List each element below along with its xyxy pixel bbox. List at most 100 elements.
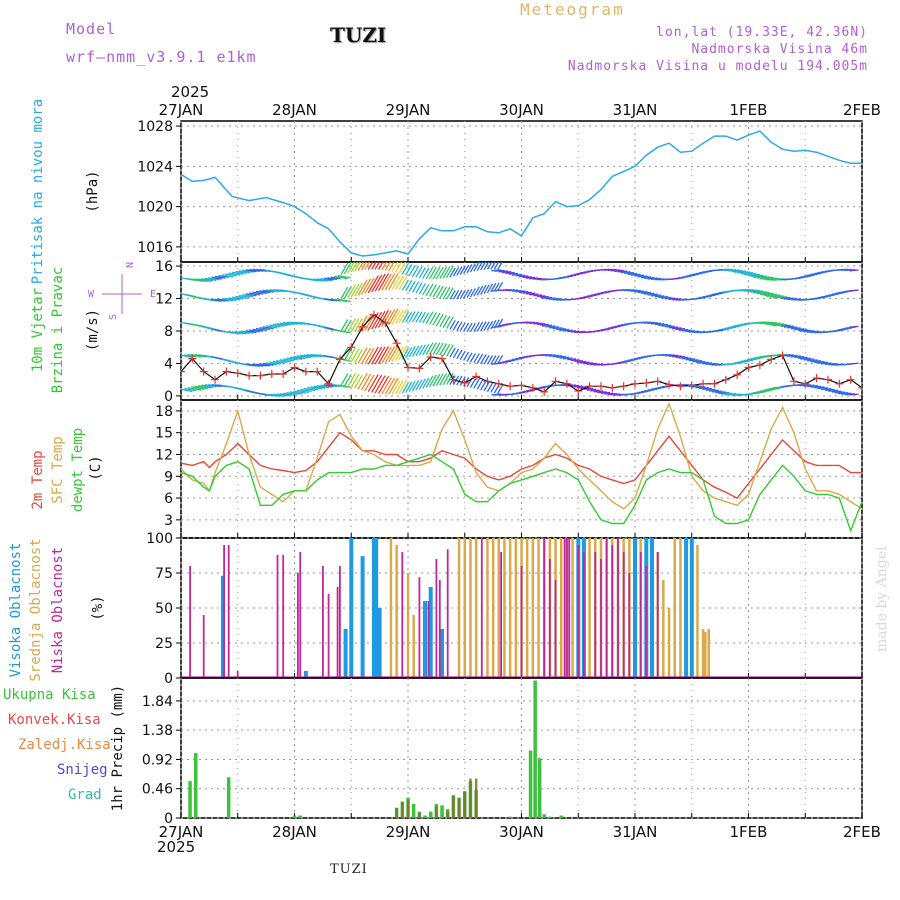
x-tick-label-bottom: 1FEB xyxy=(730,823,768,841)
wind-gust-marker xyxy=(699,379,708,388)
wind-barb xyxy=(364,262,371,271)
wind-barb xyxy=(508,272,519,275)
wind-barb xyxy=(252,291,264,295)
wind-gust-marker xyxy=(812,374,821,383)
wind-barb xyxy=(425,283,434,297)
wind-barb xyxy=(235,270,247,275)
wind-barb xyxy=(747,273,760,277)
wind-barb xyxy=(548,326,560,329)
wind-barb xyxy=(583,387,594,390)
wind-barb xyxy=(525,292,536,295)
wind-barb xyxy=(688,384,699,388)
y-tick-label: 75 xyxy=(155,566,173,582)
wind-barb xyxy=(228,297,241,301)
wind-barb xyxy=(511,289,522,292)
wind-barb xyxy=(231,296,244,300)
cloud-low-bar xyxy=(622,552,625,678)
wind-barb xyxy=(800,329,811,332)
y-tick-label: 0 xyxy=(164,671,173,687)
y-axis-label: 10m Vjetar xyxy=(30,288,46,372)
wind-barb xyxy=(698,361,709,364)
wind-barb xyxy=(463,351,470,361)
wind-barb xyxy=(665,354,675,357)
precip-convective-bar xyxy=(474,778,478,818)
wind-barb xyxy=(272,360,285,365)
precip-total-bar xyxy=(537,758,542,818)
cloud-low-bar xyxy=(645,566,648,678)
wind-barb xyxy=(574,359,583,363)
wind-barb xyxy=(555,327,566,331)
wind-gust-marker xyxy=(290,363,299,372)
wind-barb xyxy=(411,345,420,357)
wind-barb xyxy=(343,319,352,332)
wind-barb xyxy=(377,346,390,365)
wind-barb xyxy=(279,359,291,363)
wind-barb xyxy=(228,272,241,276)
wind-barb xyxy=(242,330,254,334)
wind-barb xyxy=(187,354,202,358)
wind-barb xyxy=(432,285,441,298)
wind-barb xyxy=(425,342,434,355)
cloud-high-bar xyxy=(440,629,444,678)
cloud-low-bar xyxy=(554,580,557,678)
wind-gust-marker xyxy=(279,370,288,379)
wind-barb xyxy=(201,278,214,282)
wind-barb xyxy=(398,275,408,291)
wind-barb xyxy=(483,354,490,365)
wind-barb xyxy=(259,363,271,367)
wind-barb xyxy=(522,276,532,279)
wind-barb xyxy=(459,376,466,386)
wind-barb xyxy=(377,309,390,328)
y-axis-unit: (m/s) xyxy=(85,309,101,351)
wind-barb xyxy=(763,293,777,297)
wind-barb xyxy=(672,355,682,358)
wind-barb xyxy=(405,381,413,393)
wind-barb xyxy=(439,266,448,279)
x-tick-label-bottom: 2FEB xyxy=(843,823,881,841)
wind-gust-marker xyxy=(494,379,503,388)
wind-gust-marker xyxy=(710,379,719,388)
wind-barb xyxy=(354,318,363,333)
cloud-high-bar xyxy=(343,629,348,678)
wind-barb xyxy=(624,271,634,275)
y-tick-label: 1016 xyxy=(137,240,173,256)
cloud-mid-bar xyxy=(497,538,500,678)
cloud-mid-bar xyxy=(469,538,472,678)
wind-barb xyxy=(347,347,356,362)
wind-gust-marker xyxy=(381,318,390,327)
cloud-low-bar xyxy=(605,538,608,678)
wind-barb xyxy=(644,292,655,295)
wind-gust-marker xyxy=(245,371,254,380)
wind-barb xyxy=(374,346,386,365)
wind-barb xyxy=(425,311,434,324)
wind-barb xyxy=(783,297,794,300)
wind-barb xyxy=(476,321,484,332)
wind-barb xyxy=(181,388,193,393)
wind-barb xyxy=(763,322,777,325)
wind-barb xyxy=(800,357,811,360)
wind-gust-marker xyxy=(358,322,367,331)
wind-gust-marker xyxy=(199,367,208,376)
cloud-low-bar xyxy=(568,538,571,678)
wind-barb xyxy=(780,296,791,300)
y-tick-label: 15 xyxy=(155,426,173,442)
wind-barb xyxy=(718,391,730,395)
station-title: TUZI xyxy=(330,23,387,47)
wind-barb xyxy=(452,289,460,300)
wind-barb xyxy=(340,286,349,300)
precip-convective-bar xyxy=(452,796,455,818)
wind-barb xyxy=(705,388,716,391)
wind-barb xyxy=(248,292,261,296)
precip-legend-entry: Grad xyxy=(68,787,102,803)
wind-barb xyxy=(384,377,396,395)
wind-barb xyxy=(711,390,723,393)
wind-barb xyxy=(545,354,556,357)
precip-total-bar xyxy=(528,750,533,818)
wind-barb xyxy=(576,360,587,363)
wind-barb xyxy=(184,354,196,358)
panel-marks xyxy=(181,538,862,678)
wind-barb xyxy=(411,265,420,277)
wind-barb xyxy=(384,273,396,291)
panel-marks xyxy=(181,262,862,397)
wind-barb xyxy=(381,262,388,271)
